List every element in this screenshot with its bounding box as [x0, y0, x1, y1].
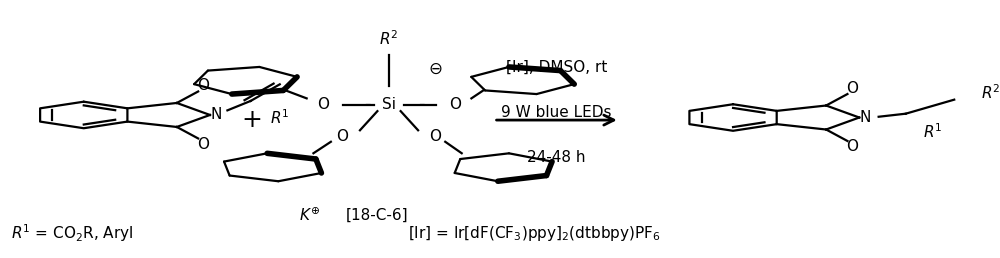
Text: $R^1$: $R^1$	[923, 122, 943, 141]
Text: [Ir], DMSO, rt: [Ir], DMSO, rt	[506, 60, 607, 75]
Text: N: N	[859, 110, 871, 125]
Text: O: O	[430, 129, 442, 144]
Text: 24-48 h: 24-48 h	[527, 150, 586, 165]
Text: $K^{\oplus}$: $K^{\oplus}$	[299, 207, 320, 224]
Text: Si: Si	[382, 97, 396, 112]
Text: O: O	[337, 129, 349, 144]
Text: $\ominus$: $\ominus$	[428, 60, 443, 78]
Text: O: O	[197, 78, 209, 93]
Text: O: O	[846, 139, 858, 154]
Text: [Ir] = Ir[dF(CF$_3$)ppy]$_2$(dtbbpy)PF$_6$: [Ir] = Ir[dF(CF$_3$)ppy]$_2$(dtbbpy)PF$_…	[408, 224, 661, 243]
Text: [18-C-6]: [18-C-6]	[345, 208, 408, 223]
Text: $R^2$: $R^2$	[379, 29, 399, 48]
Text: O: O	[317, 97, 329, 112]
Text: 9 W blue LEDs: 9 W blue LEDs	[501, 105, 612, 120]
Text: -: -	[364, 94, 371, 112]
Text: $R^1$: $R^1$	[270, 108, 289, 127]
Text: +: +	[241, 108, 262, 132]
Text: -: -	[418, 94, 424, 112]
Text: $R^2$: $R^2$	[981, 83, 1000, 102]
Text: O: O	[197, 136, 209, 151]
Text: N: N	[210, 108, 221, 123]
Text: O: O	[449, 97, 461, 112]
Text: O: O	[846, 81, 858, 96]
Text: $R^1$ = CO$_2$R, Aryl: $R^1$ = CO$_2$R, Aryl	[11, 223, 133, 245]
